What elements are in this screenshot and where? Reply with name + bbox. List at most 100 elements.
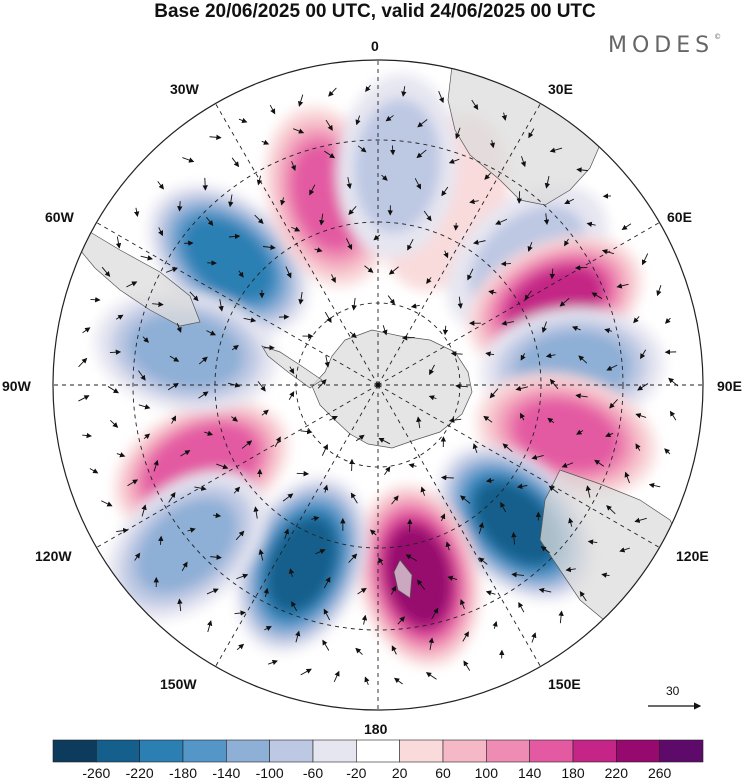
- wind-arrow: [218, 299, 224, 312]
- colorbar-segment: [182, 739, 227, 763]
- wind-arrow: [447, 575, 458, 581]
- wind-arrow: [405, 554, 417, 562]
- wind-arrow: [264, 626, 272, 631]
- wind-arrow: [364, 265, 374, 273]
- brand-mark: ©: [714, 33, 722, 41]
- colorbar-segment: [269, 739, 314, 763]
- wind-arrow: [390, 145, 396, 156]
- wind-arrow: [414, 178, 422, 190]
- wind-arrow: [289, 366, 295, 375]
- meridian-line: [377, 384, 660, 548]
- wind-arrow: [238, 117, 248, 123]
- low-anomaly-lobe: [183, 217, 274, 302]
- wind-arrow: [323, 608, 331, 621]
- label-120w: 120W: [35, 548, 72, 564]
- wind-arrow: [488, 289, 497, 295]
- wind-arrow: [565, 566, 576, 573]
- wind-arrow: [290, 160, 296, 171]
- wind-arrow: [141, 504, 147, 517]
- wind-arrow: [101, 266, 111, 277]
- wind-arrow: [325, 119, 333, 131]
- wind-arrow: [227, 382, 241, 388]
- wind-arrow: [365, 84, 371, 92]
- wind-arrow: [538, 587, 552, 594]
- wind-arrow: [640, 349, 647, 360]
- wind-arrow: [428, 395, 437, 401]
- new-zealand: [393, 559, 413, 599]
- wind-arrow: [416, 579, 426, 590]
- graticule: [53, 60, 703, 710]
- colorbar-tick-label: 60: [435, 765, 451, 781]
- wind-arrow: [115, 236, 122, 249]
- low-anomaly-lobe: [266, 516, 337, 613]
- wind-arrow: [115, 314, 124, 320]
- wind-arrow: [168, 491, 176, 503]
- wind-arrow: [489, 139, 495, 149]
- wind-arrow: [323, 484, 329, 493]
- wind-arrow: [300, 428, 313, 435]
- wind-arrow: [355, 647, 363, 655]
- wind-arrow: [531, 632, 537, 643]
- wind-arrow: [527, 241, 533, 252]
- wind-arrow: [668, 377, 679, 387]
- land: [79, 65, 691, 626]
- wind-arrow: [269, 104, 276, 115]
- wind-arrow: [540, 546, 550, 554]
- wind-arrow: [455, 383, 469, 389]
- wind-arrow: [78, 395, 90, 402]
- colorbar-tick-label: 140: [517, 765, 542, 781]
- wind-arrow: [107, 386, 119, 394]
- map-border: [52, 59, 704, 711]
- low-anomaly-lobe: [135, 498, 238, 594]
- wind-arrow: [549, 268, 556, 280]
- wind-arrow: [293, 128, 305, 134]
- wind-arrow: [345, 238, 353, 250]
- label-30w: 30W: [170, 81, 199, 97]
- wind-arrow: [187, 527, 196, 533]
- low-anomaly-lobe: [353, 98, 441, 233]
- wind-arrow: [485, 590, 496, 596]
- wind-arrow: [544, 175, 551, 189]
- wind-arrow: [206, 216, 214, 226]
- wind-arrow: [300, 668, 312, 676]
- wind-arrow: [489, 388, 499, 399]
- wind-arrow: [234, 610, 246, 616]
- wind-arrow: [460, 599, 466, 610]
- label-150e: 150E: [548, 676, 581, 692]
- wind-arrow: [621, 223, 632, 231]
- wind-arrow: [241, 440, 253, 449]
- wind-arrow: [233, 486, 241, 494]
- wind-arrow: [315, 549, 326, 555]
- wind-arrow: [501, 320, 515, 326]
- wind-arrow: [138, 404, 151, 410]
- label-180: 180: [364, 721, 388, 737]
- high-anomaly-lobe: [512, 399, 620, 472]
- colorbar-tick-label: -60: [302, 765, 324, 781]
- wind-arrow: [387, 295, 395, 305]
- wind-arrow: [206, 588, 219, 595]
- wind-arrow: [213, 512, 222, 519]
- wind-arrow: [541, 321, 547, 333]
- wind-arrow: [520, 156, 526, 168]
- wind-arrow: [198, 356, 208, 365]
- wind-arrow: [558, 610, 564, 624]
- wind-arrow: [384, 466, 391, 476]
- wind-arrow: [448, 417, 462, 423]
- wind-arrow: [431, 607, 439, 620]
- wind-arrow: [605, 432, 614, 438]
- wind-arrow: [152, 301, 164, 307]
- wind-arrow: [572, 326, 581, 332]
- wind-arrow: [126, 281, 138, 288]
- wind-arrow: [283, 528, 290, 540]
- wind-arrow: [520, 353, 526, 361]
- wind-arrow: [288, 568, 295, 577]
- wind-arrow: [591, 292, 603, 299]
- wind-arrow: [207, 620, 213, 633]
- wind-arrow: [324, 311, 332, 324]
- wind-arrow: [407, 238, 414, 251]
- wind-arrow: [385, 115, 394, 122]
- wind-arrow: [361, 614, 368, 625]
- wind-arrow: [238, 270, 244, 278]
- wind-arrow: [429, 364, 435, 376]
- wind-arrow: [483, 415, 493, 423]
